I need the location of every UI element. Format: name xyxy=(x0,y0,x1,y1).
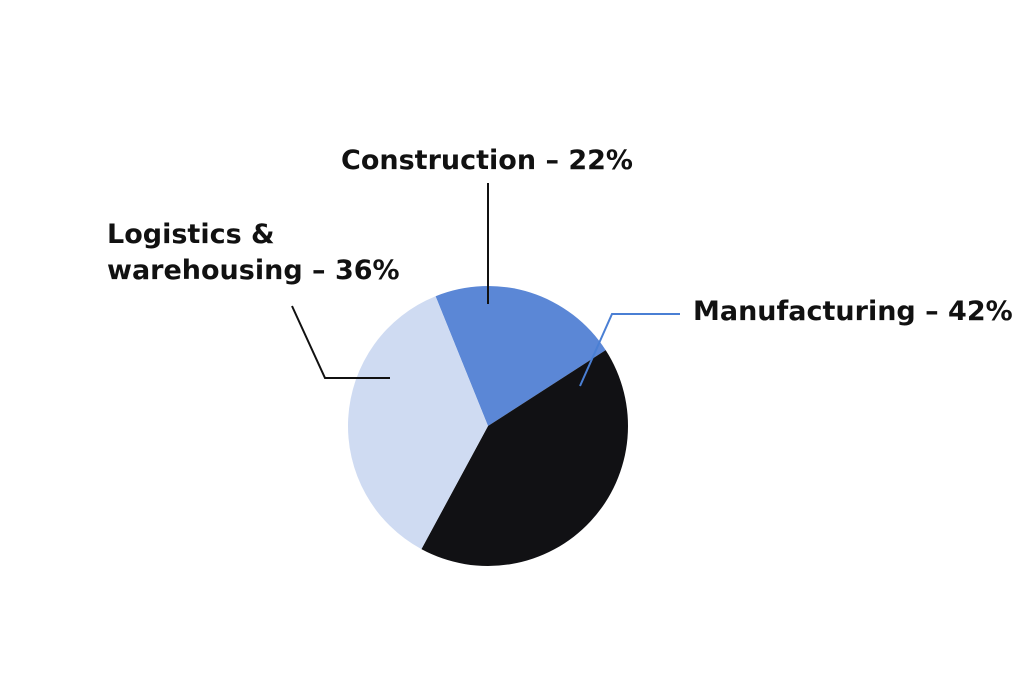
pie-slice-manufacturing xyxy=(421,350,629,567)
label-manufacturing: Manufacturing – 42% xyxy=(693,296,1013,327)
label-logistics-line-1: Logistics & xyxy=(107,219,275,250)
leader-line-manufacturing xyxy=(579,313,680,387)
pie-slice-logistics-warehousing xyxy=(347,296,488,550)
pie-slices xyxy=(347,286,629,567)
leader-lines xyxy=(291,183,680,387)
label-logistics-line-2: warehousing – 36% xyxy=(107,255,400,286)
leader-line-logistics-warehousing xyxy=(291,305,390,379)
pie-slice-construction xyxy=(435,286,606,426)
label-construction: Construction – 22% xyxy=(341,145,633,176)
